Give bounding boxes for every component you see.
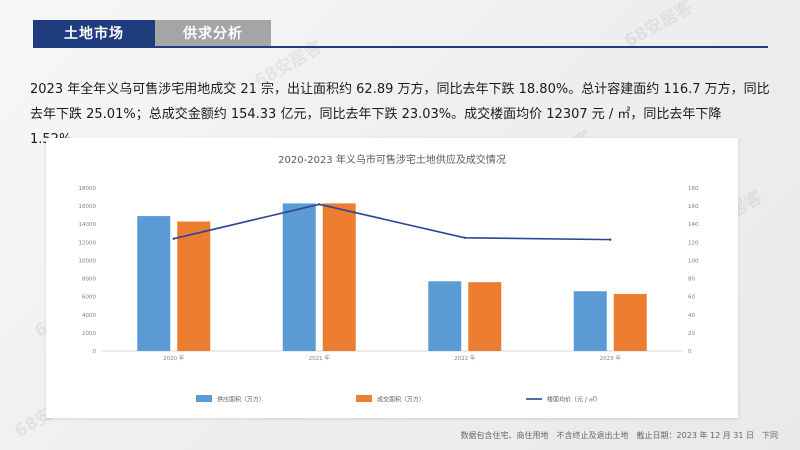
price-line (173, 203, 611, 241)
left-axis-tick-label: 12000 (79, 240, 97, 246)
left-axis-tick-label: 16000 (79, 204, 97, 210)
bar (613, 293, 647, 351)
left-axis-tick-label: 8000 (82, 277, 96, 283)
bar (428, 281, 462, 351)
left-axis-tick-label: 4000 (82, 313, 96, 319)
right-axis-tick-label: 40 (688, 313, 695, 319)
right-axis-tick-label: 80 (688, 277, 695, 283)
right-axis-tick-label: 20 (688, 331, 695, 337)
x-axis-tick-label: 2020 年 (163, 354, 185, 362)
chart-container: 2020-2023 年义乌市可售涉宅土地供应及成交情况 0 2000 4000 600… (46, 138, 738, 418)
right-axis-tick-label: 120 (688, 240, 699, 246)
chart-svg: 2020-2023 年义乌市可售涉宅土地供应及成交情况 020004000600… (79, 153, 699, 404)
left-axis-tick-label: 14000 (79, 222, 97, 228)
right-axis-tick-label: 160 (688, 204, 699, 210)
chart-legend: 供应面积（万方） 成交面积（万方） 楼面均价（元 / ㎡） (196, 395, 601, 404)
legend-label: 楼面均价（元 / ㎡） (547, 396, 601, 404)
legend-label: 成交面积（万方） (377, 396, 425, 404)
left-axis-tick-label: 6000 (82, 295, 96, 301)
tab-supply-demand[interactable]: 供求分析 (155, 20, 271, 46)
bar (468, 282, 502, 351)
tab-land-market[interactable]: 土地市场 (33, 20, 155, 46)
x-axis-tick-label: 2022 年 (454, 354, 476, 362)
line-point (172, 237, 175, 240)
line-point (318, 203, 321, 206)
tab-divider (33, 46, 768, 48)
x-axis-labels: 2020 年 2021 年 2022 年 2023 年 (163, 354, 621, 362)
left-axis-labels: 0 2000 4000 6000 8000 10000 12000 14000 16000 180… (79, 186, 97, 355)
right-axis-tick-label: 100 (688, 258, 699, 264)
summary-paragraph: 2023 年全年义乌可售涉宅用地成交 21 宗，出让面积约 62.89 万方，同… (30, 82, 770, 147)
bar (137, 216, 171, 351)
bar-series (137, 203, 647, 351)
left-axis-tick-label: 10000 (79, 258, 97, 264)
x-axis-tick-label: 2023 年 (600, 354, 622, 362)
watermark-text: 68安居客 (621, 0, 696, 52)
right-axis-tick-label: 60 (688, 295, 695, 301)
right-axis-labels: 0 20 40 60 80 100 120 140 160 180 (688, 186, 699, 355)
right-axis-tick-label: 140 (688, 222, 699, 228)
left-axis-tick-label: 2000 (82, 331, 96, 337)
bar (282, 203, 316, 351)
bar (573, 291, 607, 351)
legend-label: 供应面积（万方） (217, 396, 265, 404)
right-axis-tick-label: 180 (688, 186, 699, 192)
section-tabs: 土地市场 供求分析 (33, 20, 271, 46)
x-axis-tick-label: 2021 年 (309, 354, 331, 362)
legend-swatch (356, 395, 372, 402)
chart-title: 2020-2023 年义乌市可售涉宅土地供应及成交情况 (278, 153, 506, 166)
bar (177, 221, 211, 351)
left-axis-tick-label: 0 (93, 349, 97, 355)
line-point (609, 238, 612, 241)
left-axis-tick-label: 18000 (79, 186, 97, 192)
right-axis-tick-label: 0 (688, 349, 692, 355)
line-point (463, 236, 466, 240)
line-series (172, 203, 612, 241)
legend-swatch (196, 395, 212, 402)
bar (322, 203, 356, 351)
footnote: 数据包含住宅、商住用地 不含终止及退出土地 截止日期：2023 年 12 月 3… (460, 431, 778, 440)
